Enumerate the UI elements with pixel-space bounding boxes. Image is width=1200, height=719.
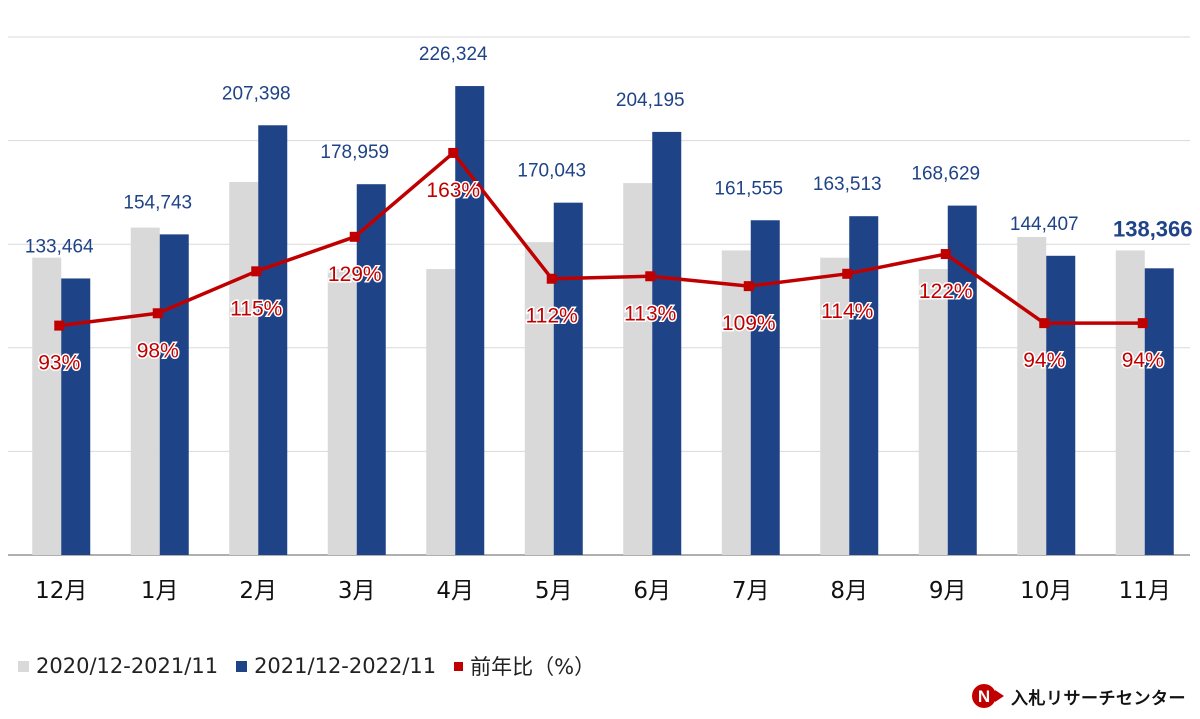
yoy-value-label: 115% [230,297,282,320]
bar-2021-2022 [61,278,91,555]
x-tick-label: 6月 [633,578,671,604]
bar-2021-2022 [159,234,189,555]
bar-2020-2021 [820,257,850,555]
bar-value-label: 170,043 [517,161,586,182]
gridlines [8,36,1190,556]
yoy-ratio-labels: 93% 98% 115% 129% 163% 112% 113% 109% 114% 122% 94… [37,177,1166,376]
yoy-value-label: 94% [1023,349,1065,372]
bar-2021-2022 [553,202,583,555]
yoy-marker [448,147,459,158]
bar-2020-2021 [721,250,751,555]
yoy-marker [842,268,853,279]
brand-mark-letter: N [978,687,990,706]
yoy-line-path [59,151,1143,328]
x-tick-label: 12月 [35,578,87,604]
bar-2020-2021 [1115,250,1145,555]
bar-2020-2021 [1017,236,1047,555]
yoy-value-label: 109% [722,312,776,335]
bar-2020-2021 [327,269,357,555]
legend-swatch-2020-2021 [18,660,29,672]
yoy-value-label: 113% [624,302,676,325]
yoy-marker [1137,318,1148,329]
bar-value-label: 204,195 [616,90,685,111]
chart: 133,464 154,743 207,398 178,959 226,324 170,0… [8,36,1193,604]
yoy-marker [546,273,557,284]
bar-value-label: 226,324 [419,44,488,65]
x-tick-label: 3月 [338,578,376,604]
yoy-marker [743,281,754,292]
yoy-marker [54,320,65,331]
yoy-marker [251,266,262,277]
legend-label-yoy: 前年比（%） [470,655,596,679]
legend-label-2020-2021: 2020/12-2021/11 [36,654,219,678]
bar-2020-2021 [130,227,160,555]
bar-2020-2021 [229,182,259,556]
x-axis-tick-labels: 12月 1月 2月 3月 4月 5月 6月 7月 8月 9月 10月 11月 [35,578,1171,604]
bar-2021-2022 [258,125,288,555]
bar-value-label: 168,629 [911,164,980,185]
bar-2020-2021 [32,257,62,555]
yoy-value-label: 93% [38,352,80,375]
brand-mark-icon: N [972,684,1004,708]
legend-swatch-yoy [454,661,464,671]
yoy-marker [1039,318,1050,329]
series-2021-2022-bars [61,86,1174,556]
legend-swatch-2021-2022 [236,660,248,672]
bar-value-label: 163,513 [813,174,882,195]
yoy-ratio-line [54,147,1148,331]
yoy-value-label: 129% [328,263,382,286]
x-tick-label: 7月 [732,578,770,604]
x-tick-label: 4月 [436,578,474,604]
x-tick-label: 11月 [1119,578,1171,604]
yoy-value-label: 114% [821,300,873,323]
bar-2020-2021 [524,242,554,556]
x-tick-label: 9月 [929,578,967,604]
series-2021-2022-labels: 133,464 154,743 207,398 178,959 226,324 170,0… [25,44,1193,257]
yoy-value-label: 94% [1122,349,1164,372]
bar-2021-2022 [356,184,386,555]
x-tick-label: 8月 [830,578,868,604]
bar-2021-2022 [1046,255,1076,555]
yoy-value-label: 122% [919,280,973,303]
bar-2020-2021 [918,269,948,555]
yoy-value-label: 163% [426,179,480,202]
bar-2021-2022 [1144,268,1174,555]
bar-value-label: 207,398 [222,83,291,104]
legend-item-2020-2021: 2020/12-2021/11 [18,654,218,678]
yoy-marker [349,231,360,242]
yoy-value-label: 98% [137,339,179,362]
x-tick-label: 10月 [1020,578,1072,604]
yoy-value-label: 112% [526,305,578,328]
bar-2021-2022 [455,86,485,555]
x-tick-label: 1月 [141,578,179,604]
bar-2020-2021 [623,183,653,556]
bar-value-label: 178,959 [320,142,389,163]
bar-value-label: 154,743 [123,192,192,213]
brand-name: 入札リサーチセンター [1011,688,1186,709]
x-tick-label: 2月 [239,578,277,604]
yoy-marker [152,308,163,319]
bar-value-label: 161,555 [714,178,783,199]
x-tick-label: 5月 [535,578,573,604]
bar-2021-2022 [750,220,780,555]
bar-value-label: 133,464 [25,236,94,257]
yoy-marker [940,249,951,260]
bar-2020-2021 [426,269,456,555]
series-2020-2021-bars [32,182,1145,556]
bar-2021-2022 [652,131,682,555]
legend-label-2021-2022: 2021/12-2022/11 [254,654,437,678]
bar-value-label: 138,366 [1113,216,1193,241]
legend-item-yoy: 前年比（%） [454,651,595,681]
legend: 2020/12-2021/11 2021/12-2022/11 前年比（%） [18,652,613,680]
legend-item-2021-2022: 2021/12-2022/11 [236,654,436,678]
yoy-marker [645,271,656,282]
brand-logo: N 入札リサーチセンター [971,681,1186,711]
bar-value-label: 144,407 [1010,214,1079,235]
